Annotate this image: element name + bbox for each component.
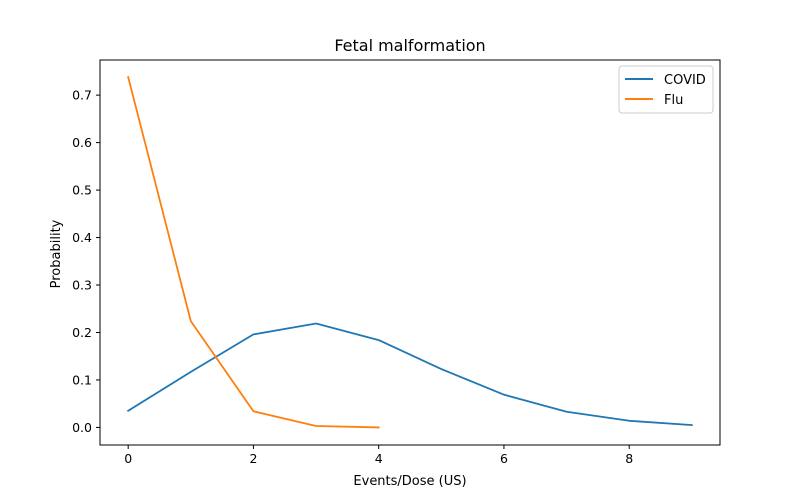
x-tick-label: 8 (625, 451, 633, 466)
x-tick-label: 2 (249, 451, 257, 466)
plot-border (99, 59, 721, 446)
chart-title: Fetal malformation (334, 36, 485, 55)
y-tick-label: 0.4 (72, 230, 92, 245)
x-axis: 0 2 4 6 8 (124, 445, 633, 466)
y-axis: 0.0 0.1 0.2 0.3 0.4 0.5 0.6 0.7 (72, 88, 100, 435)
plot-frame (99, 59, 721, 446)
legend: COVID Flu (618, 65, 714, 114)
y-axis-label: Probability (49, 219, 64, 288)
series-layer (126, 75, 693, 429)
legend-box (618, 65, 714, 114)
legend-label-flu: Flu (664, 93, 683, 108)
y-tick-label: 0.2 (72, 325, 92, 340)
y-tick-label: 0.6 (72, 135, 92, 150)
y-tick-label: 0.1 (72, 372, 92, 387)
legend-label-covid: COVID (664, 73, 706, 88)
y-tick-label: 0.0 (72, 420, 92, 435)
series-line-flu (127, 75, 380, 429)
x-tick-label: 6 (500, 451, 508, 466)
y-tick-label: 0.3 (72, 278, 92, 293)
x-axis-label: Events/Dose (US) (353, 474, 466, 489)
y-tick-label: 0.5 (72, 183, 92, 198)
x-tick-label: 4 (375, 451, 383, 466)
x-tick-label: 0 (124, 451, 132, 466)
series-line-covid (126, 322, 693, 427)
y-tick-label: 0.7 (72, 88, 92, 103)
